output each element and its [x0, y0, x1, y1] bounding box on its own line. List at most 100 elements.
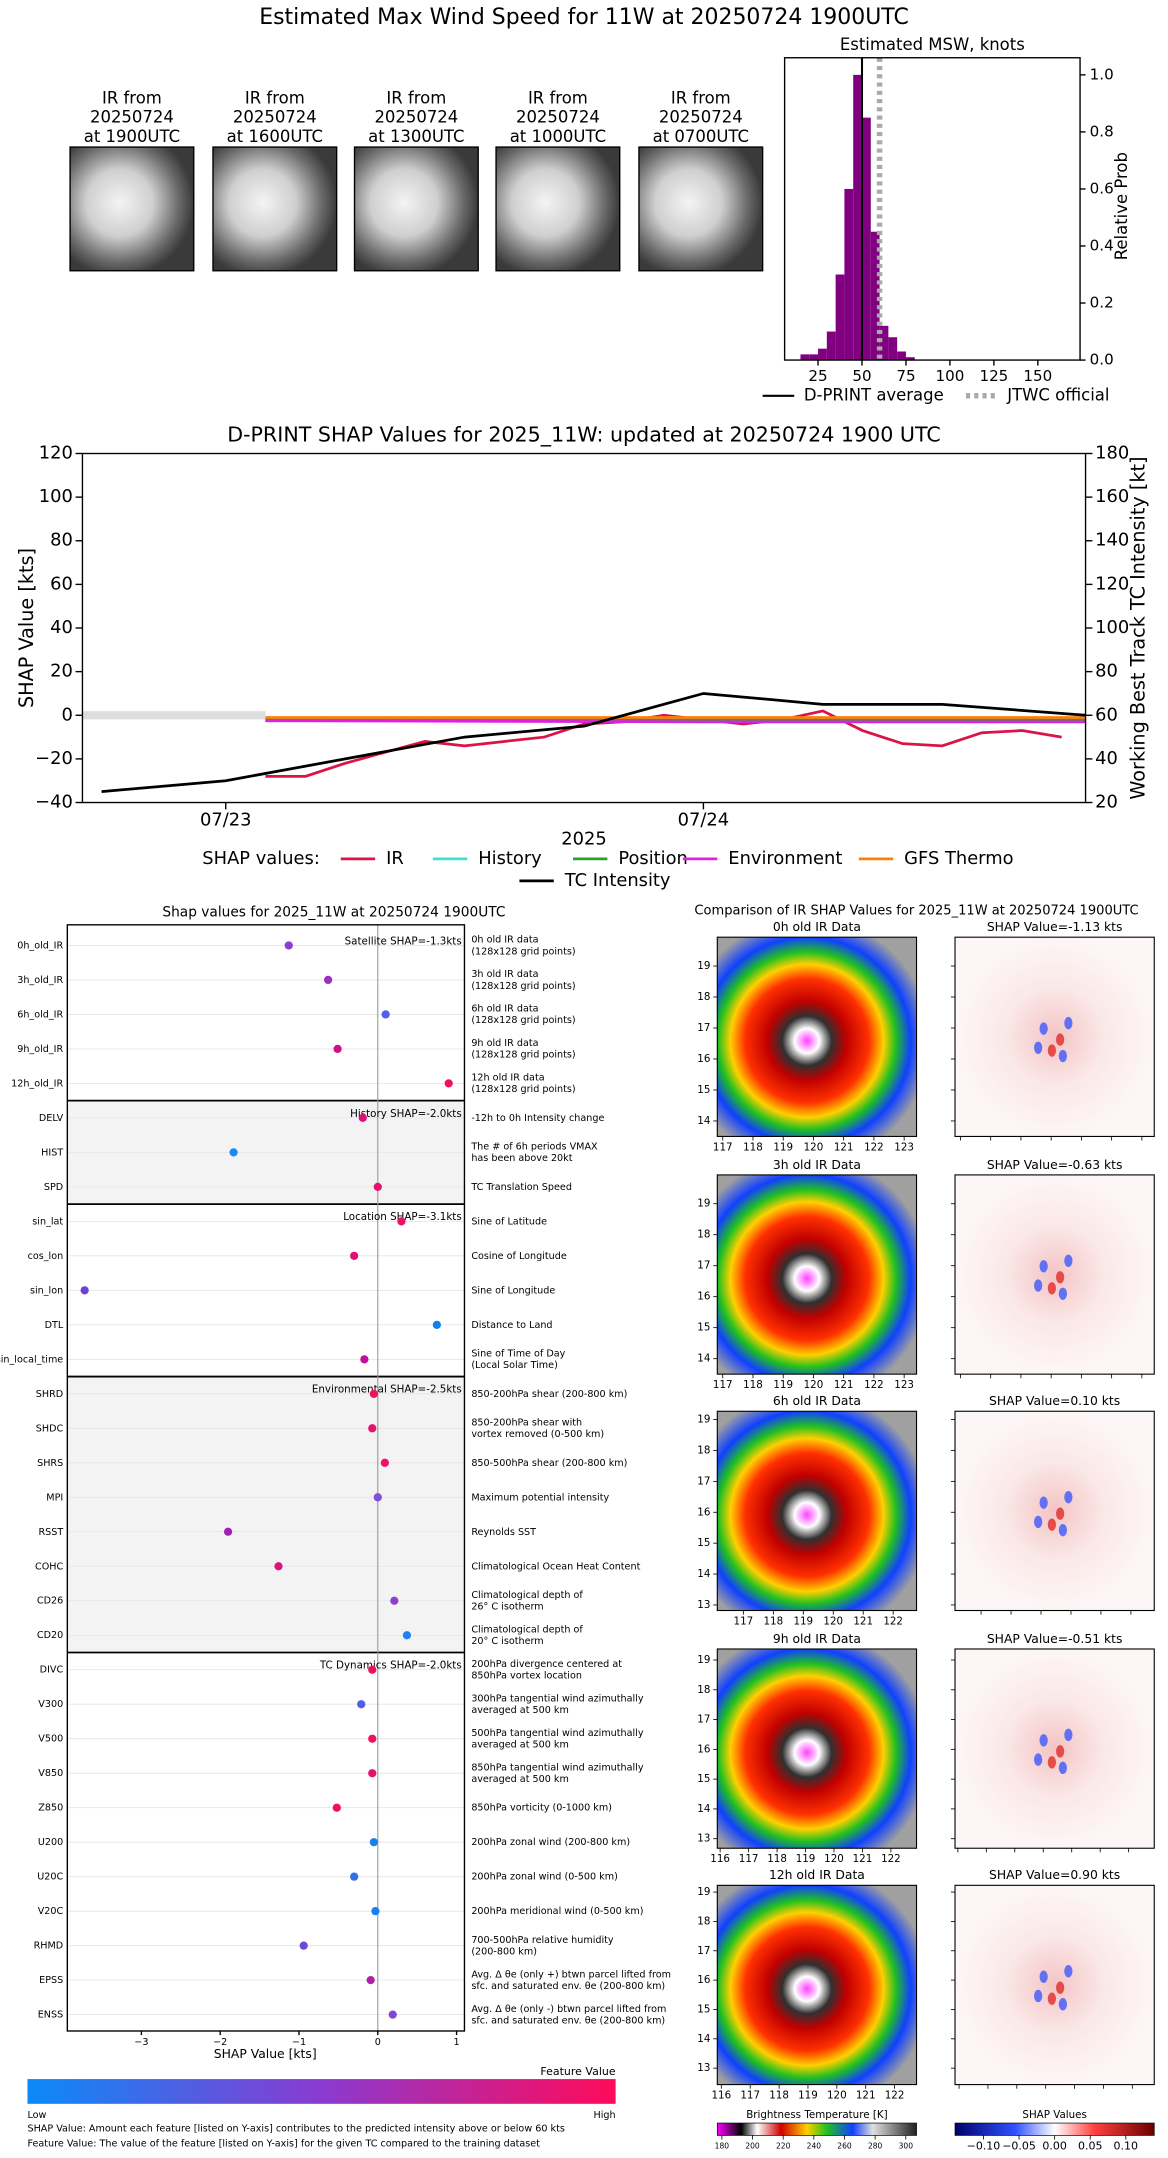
- lat-tick-label: 18: [697, 1915, 710, 1927]
- lat-tick-label: 15: [697, 1322, 710, 1334]
- ir-thumbnail: [212, 146, 338, 272]
- colorbar-tick-label: −0.05: [1002, 2139, 1036, 2152]
- shap-dot: [444, 1079, 453, 1088]
- feature-description: Climatological depth of: [471, 1624, 583, 1635]
- x-tick-label: 125: [979, 367, 1008, 385]
- lat-tick-label: 17: [697, 1714, 710, 1726]
- ir-panel-title: 3h old IR Data: [773, 1158, 861, 1172]
- thumbnail-caption: at 1300UTC: [368, 127, 464, 146]
- y-tick-label: 20: [50, 661, 73, 682]
- thumbnail-caption: 20250724: [233, 108, 317, 127]
- feature-description: (128x128 grid points): [471, 1050, 575, 1061]
- y-tick-label: 80: [50, 530, 73, 551]
- feature-description: 26° C isotherm: [471, 1602, 543, 1613]
- y2-tick-label: 100: [1095, 617, 1129, 638]
- series-line: [265, 719, 1086, 724]
- shap-blob: [1047, 1518, 1057, 1531]
- x-tick-label: −1: [292, 2037, 306, 2048]
- ir-thumbnail: [495, 146, 621, 272]
- thumbnail-caption: 20250724: [516, 108, 600, 127]
- feature-name: 12h_old_IR: [11, 1078, 63, 1089]
- lon-tick-label: 120: [824, 1853, 844, 1865]
- footnote: SHAP Value: Amount each feature [listed …: [27, 2124, 564, 2135]
- colorbar-tick-label: 0.00: [1042, 2139, 1066, 2152]
- lon-tick-label: 118: [767, 1853, 787, 1865]
- colorbar-tick-label: 180: [715, 2141, 730, 2150]
- histogram-bar: [888, 337, 898, 361]
- lat-tick-label: 13: [697, 2062, 710, 2074]
- feature-description: 20° C isotherm: [471, 1636, 543, 1647]
- legend-label: Position: [618, 848, 688, 869]
- thumbnail-caption: at 1600UTC: [227, 127, 323, 146]
- feature-description: Avg. Δ θe (only -) btwn parcel lifted fr…: [471, 2004, 666, 2015]
- shap-dot: [432, 1320, 441, 1329]
- histogram-bar: [853, 74, 862, 361]
- feature-name: V850: [38, 1768, 63, 1779]
- feature-description: -12h to 0h Intensity change: [471, 1113, 604, 1124]
- lon-tick-label: 122: [885, 2090, 905, 2102]
- shap-blob: [1058, 1523, 1068, 1537]
- colorbar-tick-label: 200: [745, 2141, 760, 2150]
- shap-dot: [368, 1424, 377, 1433]
- shap-dot: [284, 941, 293, 950]
- x-tick-label: 1: [454, 2037, 460, 2048]
- shap-dot: [299, 1941, 308, 1950]
- lon-tick-label: 122: [883, 1616, 903, 1628]
- group-label: Location SHAP=-3.1kts: [343, 1211, 461, 1223]
- feature-description: 850hPa vortex location: [471, 1671, 582, 1682]
- lon-tick-label: 121: [853, 1853, 873, 1865]
- lon-tick-label: 121: [856, 2090, 876, 2102]
- y-tick-label: 120: [39, 443, 73, 464]
- thumbnail-caption: at 1900UTC: [84, 127, 180, 146]
- feature-name: DIVC: [40, 1665, 64, 1676]
- lat-tick-label: 14: [697, 1568, 710, 1580]
- colorbar: [954, 2122, 1155, 2136]
- feature-name: RHMD: [34, 1941, 64, 1952]
- thumbnail-caption: 20250724: [374, 108, 458, 127]
- feature-name: COHC: [35, 1561, 63, 1572]
- feature-description: averaged at 500 km: [471, 1705, 569, 1716]
- feature-name: SHDC: [36, 1423, 64, 1434]
- lat-tick-label: 19: [697, 960, 710, 972]
- page-title: Estimated Max Wind Speed for 11W at 2025…: [259, 5, 909, 30]
- legend-label: IR: [386, 848, 404, 869]
- legend-label: Environment: [728, 848, 842, 869]
- colorbar-tick-label: 300: [899, 2141, 914, 2150]
- shap-blob: [1056, 1981, 1065, 1994]
- shap-blob: [1039, 1734, 1048, 1747]
- feature-description: (Local Solar Time): [471, 1360, 558, 1371]
- lat-tick-label: 19: [697, 1654, 710, 1666]
- feature-description: 6h old IR data: [471, 1004, 538, 1015]
- feature-description: 9h old IR data: [471, 1038, 538, 1049]
- group-background: [67, 1376, 465, 1653]
- shap-dot: [380, 1458, 389, 1467]
- shap-image: [954, 1174, 1155, 1375]
- shap-blob: [1056, 1033, 1065, 1046]
- lat-tick-label: 17: [697, 1022, 710, 1034]
- lon-tick-label: 117: [713, 1379, 733, 1391]
- feature-name: SHRS: [37, 1458, 63, 1469]
- shap-blob: [1034, 1041, 1043, 1054]
- shap-blob: [1034, 1515, 1043, 1529]
- histogram-bar: [835, 274, 845, 361]
- lat-tick-label: 16: [697, 1506, 710, 1518]
- thumbnail-caption: at 0700UTC: [653, 127, 749, 146]
- feature-name: V300: [38, 1699, 63, 1710]
- lat-tick-label: 17: [697, 1945, 710, 1957]
- feature-description: Sine of Latitude: [471, 1216, 547, 1227]
- lat-tick-label: 19: [697, 1886, 710, 1898]
- feature-description: Climatological depth of: [471, 1590, 583, 1601]
- feature-name: V500: [38, 1734, 63, 1745]
- lon-tick-label: 118: [769, 2090, 789, 2102]
- y-tick-label: 0.4: [1090, 236, 1114, 254]
- shap-blob: [1056, 1507, 1065, 1520]
- x-axis-label: 2025: [561, 829, 606, 850]
- colorbar-label: Brightness Temperature [K]: [746, 2109, 887, 2121]
- y-tick-label: 40: [50, 617, 73, 638]
- lon-tick-label: 118: [743, 1141, 763, 1153]
- feature-description: Sine of Time of Day: [471, 1348, 565, 1359]
- y-tick-label: 0: [61, 704, 72, 725]
- shap-blob: [1064, 1965, 1073, 1978]
- section-title: Comparison of IR SHAP Values for 2025_11…: [694, 904, 1138, 919]
- shap-panel-title: SHAP Value=-1.13 kts: [987, 920, 1123, 934]
